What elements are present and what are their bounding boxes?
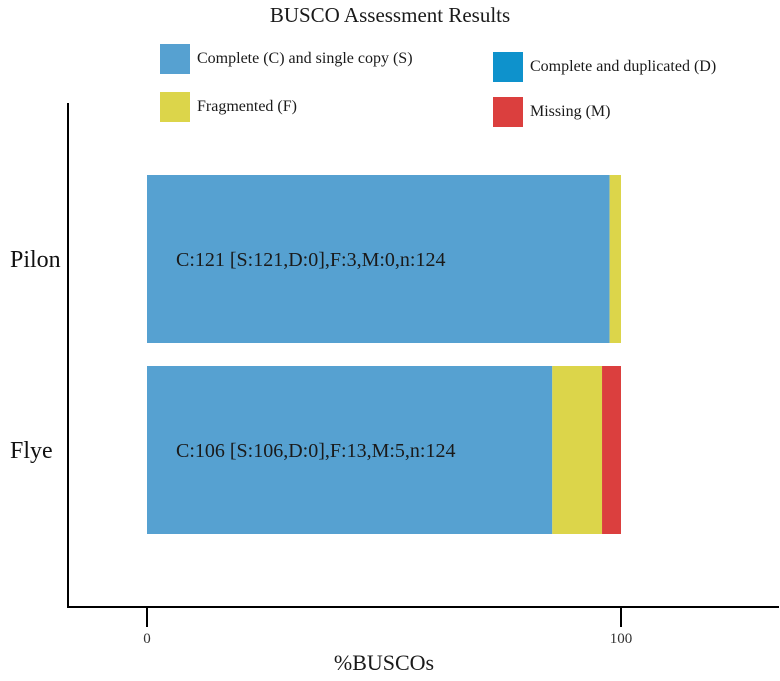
y-tick-label-flye: Flye <box>10 438 53 464</box>
legend-item-duplicated: Complete and duplicated (D) <box>493 52 716 82</box>
x-axis-label: %BUSCOs <box>333 650 435 675</box>
y-tick-label-pilon: Pilon <box>10 247 61 273</box>
x-tick-label-100: 100 <box>610 631 633 647</box>
bar-flye-complete <box>147 366 553 534</box>
legend-swatch-duplicated <box>493 52 523 82</box>
x-tick-label-0: 0 <box>143 631 151 647</box>
legend-label-single-copy: Complete (C) and single copy (S) <box>197 50 413 67</box>
bar-label-pilon: C:121 [S:121,D:0],F:3,M:0,n:124 <box>176 249 445 271</box>
bar-flye-missing <box>602 366 621 534</box>
legend-swatch-missing <box>493 97 523 127</box>
legend-swatch-single-copy <box>160 44 190 74</box>
bar-pilon-complete <box>147 175 610 343</box>
legend-item-fragmented: Fragmented (F) <box>160 92 297 122</box>
bar-label-flye: C:106 [S:106,D:0],F:13,M:5,n:124 <box>176 440 455 462</box>
legend-swatch-fragmented <box>160 92 190 122</box>
bar-flye-fragmented <box>552 366 603 534</box>
chart-title: BUSCO Assessment Results <box>269 3 511 27</box>
legend-label-fragmented: Fragmented (F) <box>197 98 297 115</box>
legend-item-missing: Missing (M) <box>493 97 610 127</box>
bar-pilon-fragmented <box>609 175 621 343</box>
legend-label-missing: Missing (M) <box>530 103 611 120</box>
legend-label-duplicated: Complete and duplicated (D) <box>530 58 717 75</box>
legend-item-single-copy: Complete (C) and single copy (S) <box>160 44 413 74</box>
